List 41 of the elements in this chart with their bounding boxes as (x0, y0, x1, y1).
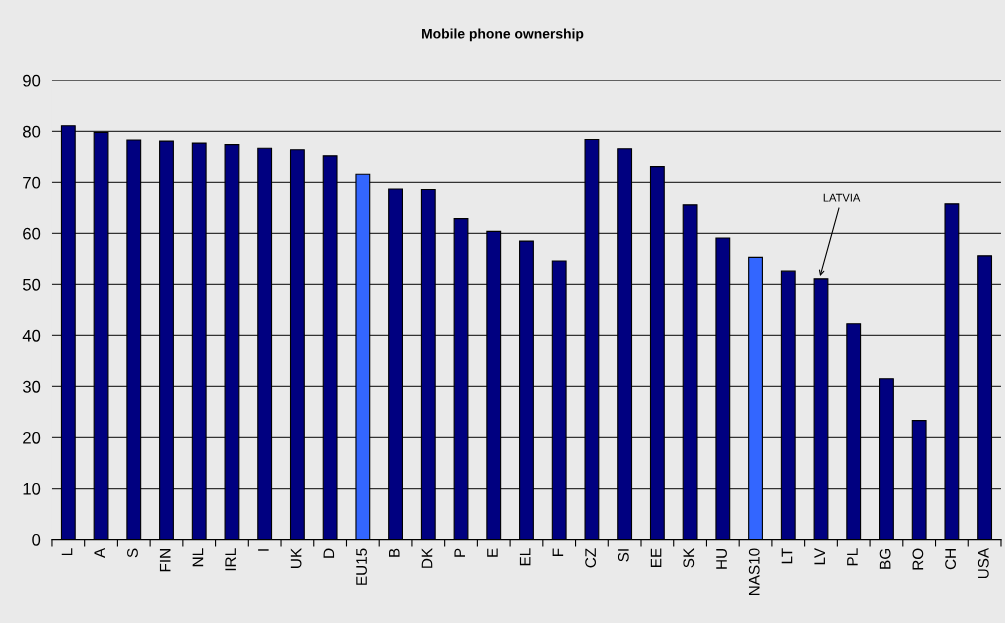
x-tick-label: PL (847, 548, 858, 566)
x-tick-label: FIN (159, 549, 171, 572)
annotation: LATVIA (823, 193, 861, 202)
y-tick-label: 50 (22, 278, 41, 291)
x-tick-label: LV (814, 547, 825, 565)
y-tick-label: 70 (23, 176, 41, 189)
y-tick-label: 80 (23, 125, 41, 138)
x-tick-label: L (61, 548, 73, 556)
x-tick-label: RO (912, 548, 924, 570)
x-tick-label: I (258, 549, 269, 551)
x-tick-label: E (487, 548, 498, 557)
y-tick-label: 0 (32, 533, 41, 546)
x-tick-label: S (127, 548, 138, 558)
x-tick-label: DK (421, 548, 433, 568)
x-tick-label: B (389, 548, 400, 557)
y-tick-label: 40 (22, 329, 41, 342)
x-tick-label: UK (290, 548, 302, 568)
y-tick-label: 20 (23, 431, 41, 444)
x-tick-label: CZ (585, 548, 597, 568)
x-tick-label: P (454, 548, 465, 557)
x-tick-label: NAS10 (748, 548, 760, 595)
y-tick-label: 60 (23, 227, 41, 240)
x-tick-label: EL (519, 548, 531, 566)
x-tick-label: LT (781, 548, 793, 564)
x-tick-label: BG (879, 548, 891, 569)
x-tick-label: F (552, 548, 564, 556)
x-tick-label: IRL (225, 548, 236, 571)
x-tick-label: NL (192, 548, 204, 567)
x-tick-label: A (94, 547, 105, 559)
x-tick-label: SK (683, 548, 695, 568)
y-tick-label: 90 (23, 74, 41, 87)
chart-title: Mobile phone ownership (422, 28, 584, 42)
x-tick-label: CH (945, 549, 956, 570)
y-tick-label: 30 (22, 380, 41, 393)
x-tick-label: SI (617, 549, 629, 562)
x-tick-label: USA (977, 547, 989, 579)
x-tick-label: EU15 (356, 548, 367, 585)
x-tick-label: HU (716, 549, 727, 569)
y-tick-label: 10 (23, 482, 41, 495)
x-tick-label: EE (650, 548, 662, 567)
x-tick-label: D (323, 548, 335, 558)
